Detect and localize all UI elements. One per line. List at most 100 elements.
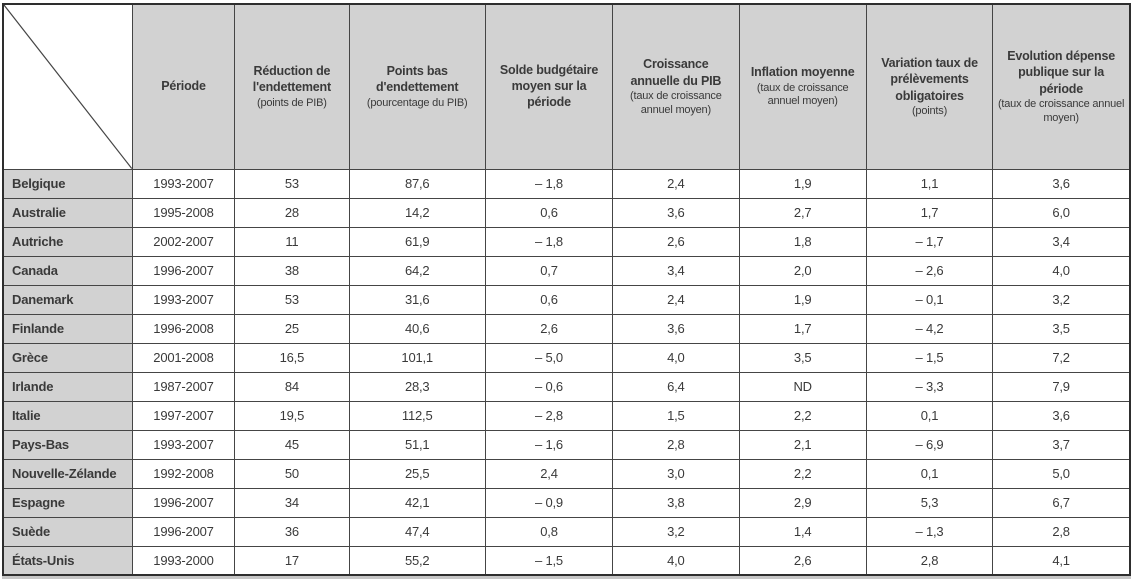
- cell: 1996-2007: [131, 516, 236, 547]
- table-row: Suède 1996-2007 36 47,4 0,8 3,2 1,4– 1,3 2,8: [2, 516, 1131, 547]
- cell: 0,7: [484, 255, 614, 286]
- row-label-country: Espagne: [2, 487, 133, 518]
- cell: 2,0: [738, 255, 867, 286]
- cell: 0,6: [484, 197, 614, 228]
- cell: 6,7: [992, 487, 1131, 518]
- cell: 112,5: [348, 400, 486, 431]
- row-label-country: Irlande: [2, 371, 133, 402]
- cell: 1997-2007: [131, 400, 236, 431]
- cell: – 5,0: [484, 342, 614, 373]
- column-title: Inflation moyenne: [750, 65, 855, 80]
- cell: ND: [738, 371, 867, 402]
- cell: 3,4: [992, 226, 1131, 257]
- cell: 11: [234, 226, 350, 257]
- table-row: Irlande 1987-2007 84 28,3– 0,6 6,4 ND – 3,3 7,9: [2, 371, 1131, 402]
- cell: 2,9: [738, 487, 867, 518]
- cell: – 4,2: [865, 313, 994, 344]
- cell: 1992-2008: [131, 458, 236, 489]
- table-row: Autriche 2002-2007 11 61,9– 1,8 2,6 1,8– 1,7 3…: [2, 226, 1131, 257]
- cell: 5,0: [992, 458, 1131, 489]
- row-label-country: Italie: [2, 400, 133, 431]
- cell: 53: [234, 168, 350, 199]
- cell: 1,9: [738, 168, 867, 199]
- table-body: Belgique 1993-2007 53 87,6– 1,8 2,4 1,9 1,1 3,6…: [2, 168, 1131, 576]
- cell: 101,1: [348, 342, 486, 373]
- column-title: Evolution dépense publique sur la périod…: [1007, 49, 1115, 96]
- column-title: Solde budgétaire moyen sur la période: [499, 62, 599, 110]
- cell: 2,7: [738, 197, 867, 228]
- column-title: Points bas d'endettement: [376, 64, 459, 95]
- diagonal-line: [4, 5, 132, 169]
- cell: 1,7: [738, 313, 867, 344]
- cell: 1,5: [612, 400, 740, 431]
- cell: 3,0: [612, 458, 740, 489]
- cell: 1996-2008: [131, 313, 236, 344]
- cell: – 6,9: [865, 429, 994, 460]
- cell: 55,2: [348, 545, 486, 576]
- cell: 1,8: [738, 226, 867, 257]
- cell: 25: [234, 313, 350, 344]
- column-header-croissance-pib: Croissance annuelle du PIB (taux de croi…: [612, 3, 740, 170]
- cell: 3,8: [612, 487, 740, 518]
- cell: 1993-2007: [131, 429, 236, 460]
- row-label-country: Belgique: [2, 168, 133, 199]
- cell: 4,0: [612, 342, 740, 373]
- cell: – 1,3: [865, 516, 994, 547]
- row-label-country: Suède: [2, 516, 133, 547]
- cell: – 0,1: [865, 284, 994, 315]
- cell: 2,2: [738, 400, 867, 431]
- cell: 2,2: [738, 458, 867, 489]
- cell: 1993-2007: [131, 284, 236, 315]
- row-label-country: Australie: [2, 197, 133, 228]
- cell: – 2,8: [484, 400, 614, 431]
- row-label-country: Nouvelle-Zélande: [2, 458, 133, 489]
- table-row: Canada 1996-2007 38 64,2 0,7 3,4 2,0– 2,6 4,0: [2, 255, 1131, 286]
- cell: – 1,8: [484, 168, 614, 199]
- column-header-prelevements: Variation taux de prélèvements obligatoi…: [865, 3, 994, 170]
- cell: 3,6: [992, 168, 1131, 199]
- cell: 3,7: [992, 429, 1131, 460]
- table-row: Italie 1997-2007 19,5 112,5– 2,8 1,5 2,2 0,1 3,…: [2, 400, 1131, 431]
- cell: 61,9: [348, 226, 486, 257]
- cell: 3,2: [612, 516, 740, 547]
- column-title: Croissance annuelle du PIB: [630, 57, 722, 88]
- cell: – 1,5: [484, 545, 614, 576]
- cell: 1987-2007: [131, 371, 236, 402]
- cell: 40,6: [348, 313, 486, 344]
- debt-reduction-table: Période Réduction de l'endettement (poin…: [2, 3, 1131, 576]
- column-title: Période: [161, 79, 206, 94]
- column-header-inflation: Inflation moyenne (taux de croissance an…: [738, 3, 867, 170]
- column-subtitle: (taux de croissance annuel moyen): [756, 81, 849, 108]
- cell: 14,2: [348, 197, 486, 228]
- cell: 0,6: [484, 284, 614, 315]
- table-row: Australie 1995-2008 28 14,2 0,6 3,6 2,7 1,7 6,0: [2, 197, 1131, 228]
- cell: – 2,6: [865, 255, 994, 286]
- row-label-country: Autriche: [2, 226, 133, 257]
- cell: 7,9: [992, 371, 1131, 402]
- column-subtitle: (taux de croissance annuel moyen): [630, 89, 722, 116]
- cell: 2,1: [738, 429, 867, 460]
- column-header-points-bas: Points bas d'endettement (pourcentage du…: [348, 3, 486, 170]
- table-row: États-Unis 1993-2000 17 55,2– 1,5 4,0 2,6 2,8 4…: [2, 545, 1131, 576]
- cell: 5,3: [865, 487, 994, 518]
- cell: 3,4: [612, 255, 740, 286]
- cell: 4,0: [992, 255, 1131, 286]
- cell: 3,6: [612, 197, 740, 228]
- column-header-reduction-endettement: Réduction de l'endettement (points de PI…: [234, 3, 350, 170]
- cell: 0,1: [865, 400, 994, 431]
- row-label-country: Canada: [2, 255, 133, 286]
- cell: 1,9: [738, 284, 867, 315]
- cell: 34: [234, 487, 350, 518]
- column-subtitle: (pourcentage du PIB): [366, 96, 468, 109]
- column-subtitle: (points): [911, 104, 948, 117]
- cell: 84: [234, 371, 350, 402]
- cell: 25,5: [348, 458, 486, 489]
- cell: 53: [234, 284, 350, 315]
- table-row: Pays-Bas 1993-2007 45 51,1– 1,6 2,8 2,1– 6,9 3…: [2, 429, 1131, 460]
- cell: 0,8: [484, 516, 614, 547]
- table-row: Grèce 2001-2008 16,5 101,1– 5,0 4,0 3,5– 1,5 7…: [2, 342, 1131, 373]
- cell: 42,1: [348, 487, 486, 518]
- column-title: Variation taux de prélèvements obligatoi…: [881, 56, 978, 103]
- cell: 4,1: [992, 545, 1131, 576]
- cell: – 1,8: [484, 226, 614, 257]
